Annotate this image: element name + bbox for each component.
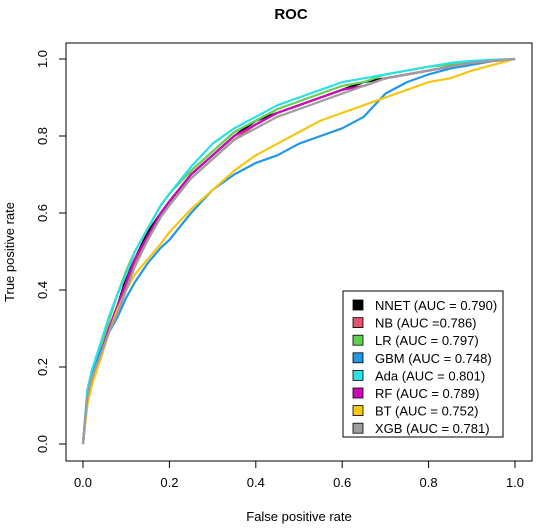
legend-swatch xyxy=(352,369,364,381)
y-tick-label: 0.6 xyxy=(35,204,50,222)
legend-label: GBM (AUC = 0.748) xyxy=(375,351,492,366)
legend-label: Ada (AUC = 0.801) xyxy=(375,368,485,383)
legend-label: BT (AUC = 0.752) xyxy=(375,404,478,419)
legend-swatch xyxy=(352,334,364,346)
roc-series-line xyxy=(81,57,516,445)
legend-label: RF (AUC = 0.789) xyxy=(375,386,479,401)
legend-box xyxy=(342,290,504,438)
legend-swatch xyxy=(352,405,364,417)
legend-label: NB (AUC =0.786) xyxy=(375,316,477,331)
legend-swatch xyxy=(352,299,364,311)
y-tick-label: 1.0 xyxy=(35,50,50,68)
y-tick-label: 0.4 xyxy=(35,281,50,299)
x-tick-label: 0.8 xyxy=(420,475,438,490)
x-tick-label: 1.0 xyxy=(506,475,524,490)
legend: NNET (AUC = 0.790) NB (AUC =0.786) LR (AUC… xyxy=(342,290,504,438)
y-axis: 0.0 0.2 0.4 0.6 0.8 1.0 xyxy=(35,50,67,453)
x-tick-label: 0.0 xyxy=(74,475,92,490)
roc-series-line xyxy=(81,57,516,445)
x-tick-label: 0.6 xyxy=(333,475,351,490)
x-axis: 0.0 0.2 0.4 0.6 0.8 1.0 xyxy=(74,460,524,490)
legend-swatch xyxy=(352,352,364,364)
legend-swatch xyxy=(352,387,364,399)
legend-swatch xyxy=(352,317,364,329)
x-axis-label: False positive rate xyxy=(246,509,352,524)
y-tick-label: 0.8 xyxy=(35,127,50,145)
x-tick-label: 0.2 xyxy=(160,475,178,490)
y-tick-label: 0.0 xyxy=(35,435,50,453)
series-layer xyxy=(81,57,516,445)
legend-swatch xyxy=(352,422,364,434)
legend-label: LR (AUC = 0.797) xyxy=(375,333,479,348)
chart-title: ROC xyxy=(274,6,308,23)
x-tick-label: 0.4 xyxy=(247,475,265,490)
legend-label: NNET (AUC = 0.790) xyxy=(375,298,497,313)
legend-label: XGB (AUC = 0.781) xyxy=(375,421,490,436)
y-axis-label: True positive rate xyxy=(2,202,17,302)
y-tick-label: 0.2 xyxy=(35,358,50,376)
